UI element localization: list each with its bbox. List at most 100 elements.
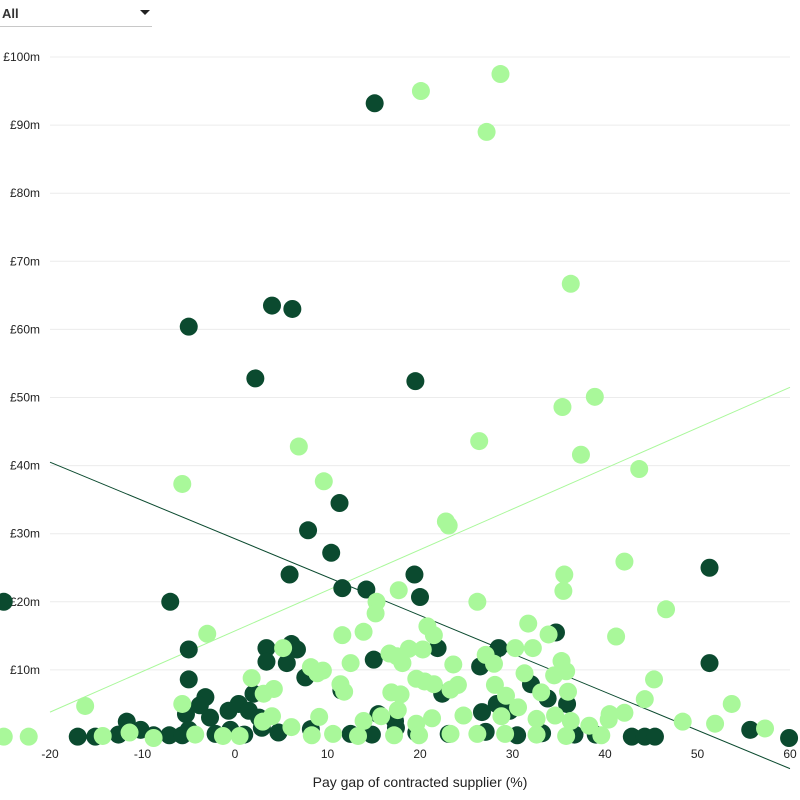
data-point-light[interactable] <box>491 65 510 84</box>
data-point-light[interactable] <box>173 474 192 493</box>
data-point-light[interactable] <box>477 122 496 141</box>
data-point-light[interactable] <box>393 654 412 673</box>
data-point-light[interactable] <box>439 516 458 535</box>
data-point-light[interactable] <box>497 686 516 705</box>
data-point-light[interactable] <box>411 82 430 101</box>
data-point-light[interactable] <box>274 639 293 658</box>
data-point-dark[interactable] <box>330 494 349 513</box>
data-point-light[interactable] <box>213 726 232 745</box>
data-point-dark[interactable] <box>299 521 318 540</box>
data-point-light[interactable] <box>539 625 558 644</box>
data-point-light[interactable] <box>349 726 368 745</box>
data-point-light[interactable] <box>341 654 360 673</box>
data-point-light[interactable] <box>630 460 649 479</box>
data-point-light[interactable] <box>354 711 373 730</box>
data-point-light[interactable] <box>546 706 565 725</box>
data-point-light[interactable] <box>388 701 407 720</box>
data-point-light[interactable] <box>756 719 775 738</box>
chevron-down-icon[interactable] <box>140 10 150 15</box>
data-point-light[interactable] <box>468 592 487 611</box>
data-point-light[interactable] <box>441 724 460 743</box>
data-point-light[interactable] <box>230 726 249 745</box>
data-point-dark[interactable] <box>179 670 198 689</box>
data-point-dark[interactable] <box>622 727 641 746</box>
data-point-light[interactable] <box>372 707 391 726</box>
data-point-light[interactable] <box>532 683 551 702</box>
data-point-light[interactable] <box>722 694 741 713</box>
data-point-dark[interactable] <box>472 703 491 722</box>
filter-dropdown[interactable]: All <box>0 0 152 27</box>
data-point-dark[interactable] <box>257 639 276 658</box>
data-point-light[interactable] <box>600 705 619 724</box>
data-point-dark[interactable] <box>364 650 383 669</box>
data-point-light[interactable] <box>557 662 576 681</box>
data-point-light[interactable] <box>470 432 489 451</box>
data-point-light[interactable] <box>706 714 725 733</box>
data-point-dark[interactable] <box>322 543 341 562</box>
data-point-dark[interactable] <box>405 565 424 584</box>
data-point-light[interactable] <box>485 675 504 694</box>
data-point-dark[interactable] <box>287 640 306 659</box>
data-point-dark[interactable] <box>365 94 384 113</box>
data-point-dark[interactable] <box>179 317 198 336</box>
data-point-dark[interactable] <box>333 579 352 598</box>
data-point-light[interactable] <box>282 718 301 737</box>
data-point-light[interactable] <box>468 724 487 743</box>
data-point-light[interactable] <box>19 727 38 746</box>
data-point-light[interactable] <box>527 725 546 744</box>
data-point-dark[interactable] <box>0 592 13 611</box>
data-point-light[interactable] <box>263 707 281 726</box>
data-point-dark[interactable] <box>741 720 760 739</box>
data-point-light[interactable] <box>673 712 692 731</box>
data-point-light[interactable] <box>485 654 503 673</box>
data-point-light[interactable] <box>93 726 112 745</box>
data-point-dark[interactable] <box>780 729 799 747</box>
data-point-light[interactable] <box>527 709 546 728</box>
data-point-light[interactable] <box>399 639 418 658</box>
data-point-light[interactable] <box>657 600 676 619</box>
data-point-dark[interactable] <box>179 640 198 659</box>
data-point-light[interactable] <box>144 729 163 747</box>
data-point-light[interactable] <box>366 604 385 623</box>
data-point-light[interactable] <box>645 670 664 689</box>
data-point-light[interactable] <box>492 707 511 726</box>
data-point-light[interactable] <box>580 716 599 735</box>
data-point-light[interactable] <box>555 565 574 584</box>
data-point-light[interactable] <box>289 437 308 456</box>
data-point-light[interactable] <box>333 626 352 645</box>
data-point-dark[interactable] <box>283 299 302 318</box>
data-point-light[interactable] <box>615 552 634 571</box>
data-point-light[interactable] <box>553 398 572 417</box>
data-point-light[interactable] <box>389 581 408 600</box>
data-point-light[interactable] <box>523 639 542 658</box>
data-point-light[interactable] <box>354 622 373 641</box>
data-point-light[interactable] <box>410 726 429 745</box>
data-point-dark[interactable] <box>190 696 209 715</box>
data-point-light[interactable] <box>571 445 590 464</box>
data-point-light[interactable] <box>335 682 354 701</box>
data-point-light[interactable] <box>423 709 442 728</box>
data-point-dark[interactable] <box>645 727 664 746</box>
data-point-light[interactable] <box>186 725 205 744</box>
data-point-dark[interactable] <box>246 369 265 388</box>
data-point-light[interactable] <box>585 387 604 406</box>
data-point-dark[interactable] <box>277 654 296 673</box>
data-point-light[interactable] <box>302 726 321 745</box>
data-point-light[interactable] <box>308 664 327 683</box>
data-point-light[interactable] <box>509 698 528 717</box>
data-point-light[interactable] <box>554 581 573 600</box>
data-point-dark[interactable] <box>257 652 276 671</box>
data-point-dark[interactable] <box>263 296 281 315</box>
data-point-light[interactable] <box>519 614 538 633</box>
data-point-dark[interactable] <box>700 654 719 673</box>
data-point-dark[interactable] <box>161 592 180 611</box>
data-point-dark[interactable] <box>411 588 429 607</box>
data-point-dark[interactable] <box>406 372 425 391</box>
data-point-light[interactable] <box>413 640 432 659</box>
data-point-dark[interactable] <box>362 725 381 744</box>
data-point-light[interactable] <box>607 627 626 646</box>
data-point-light[interactable] <box>242 669 261 688</box>
data-point-light[interactable] <box>515 664 534 683</box>
data-point-dark[interactable] <box>280 565 299 584</box>
data-point-dark[interactable] <box>68 727 87 746</box>
